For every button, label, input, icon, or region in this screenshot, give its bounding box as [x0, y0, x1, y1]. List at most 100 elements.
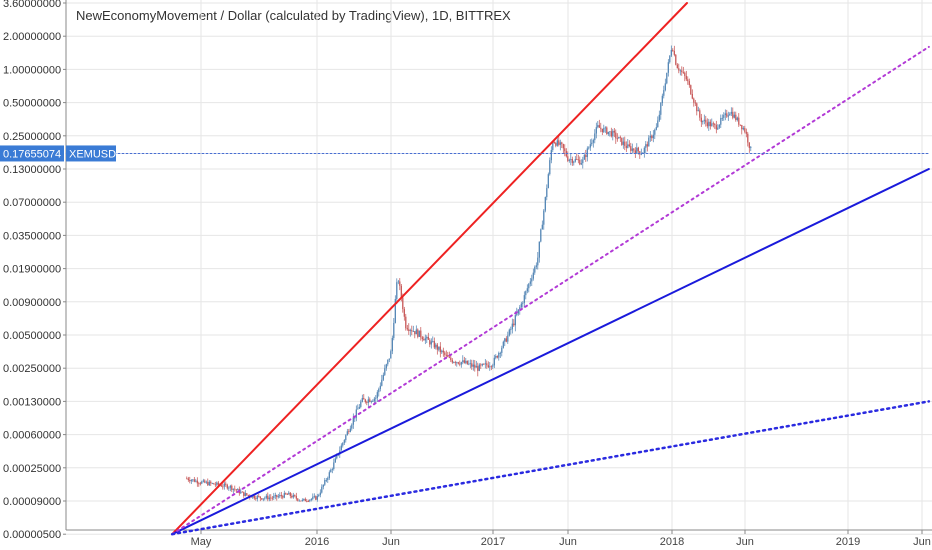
candle-body-258 — [573, 161, 575, 163]
candle-body-159 — [424, 338, 426, 341]
candle-body-235 — [538, 241, 540, 258]
chart-title: NewEconomyMovement / Dollar (calculated … — [76, 8, 511, 23]
candle-body-55 — [268, 497, 270, 500]
series-trendline-purple-dotted — [171, 45, 930, 536]
candle-body-326 — [675, 54, 677, 65]
candle-body-57 — [271, 497, 273, 499]
candle-body-354 — [717, 127, 719, 130]
candle-body-36 — [240, 491, 242, 494]
candle-body-141 — [397, 281, 399, 283]
candle-body-256 — [570, 158, 572, 160]
candle-body-268 — [588, 147, 590, 149]
candle-body-334 — [687, 79, 689, 82]
candle-body-361 — [727, 115, 729, 117]
candle-body-61 — [277, 496, 279, 498]
candle-body-67 — [286, 494, 288, 495]
candle-body-362 — [729, 113, 731, 116]
candle-body-176 — [450, 357, 452, 361]
candle-body-287 — [616, 138, 618, 140]
candle-body-285 — [613, 130, 615, 133]
candle-body-108 — [348, 431, 350, 433]
y-tick-label-6: 0.07000000 — [3, 197, 61, 209]
candle-body-220 — [516, 313, 518, 316]
price-label-box — [0, 145, 64, 162]
candle-body-1 — [187, 478, 189, 481]
candle-body-264 — [582, 159, 584, 164]
candle-body-346 — [705, 119, 707, 123]
y-tick-label-2: 1.00000000 — [3, 64, 61, 76]
candle-body-269 — [589, 144, 591, 148]
candle-body-240 — [546, 188, 548, 198]
candle-body-174 — [447, 355, 449, 357]
candle-body-349 — [709, 121, 711, 127]
candle-body-37 — [241, 491, 243, 493]
candle-body-290 — [621, 137, 623, 145]
candle-body-192 — [474, 364, 476, 368]
candle-body-34 — [237, 489, 239, 491]
candle-body-20 — [216, 482, 218, 485]
candle-body-350 — [711, 123, 713, 127]
candle-body-276 — [600, 127, 602, 129]
candle-body-127 — [376, 392, 378, 398]
candle-body-241 — [547, 174, 549, 189]
candle-body-170 — [441, 350, 443, 353]
candle-body-65 — [283, 493, 285, 498]
candle-body-140 — [396, 282, 398, 300]
candle-body-234 — [537, 257, 539, 266]
candle-body-294 — [627, 144, 629, 148]
candle-body-223 — [520, 303, 522, 308]
candle-body-77 — [301, 499, 303, 502]
candle-body-376 — [750, 146, 752, 148]
candle-body-182 — [459, 363, 461, 365]
candle-body-201 — [487, 365, 489, 368]
candle-body-11 — [202, 480, 204, 482]
candle-body-150 — [411, 330, 413, 332]
candle-body-368 — [738, 117, 740, 125]
x-tick-label-8: Jun — [913, 536, 931, 548]
candle-body-187 — [466, 360, 468, 365]
candle-body-104 — [342, 442, 344, 446]
candle-body-143 — [400, 285, 402, 298]
candle-body-214 — [507, 335, 509, 342]
candle-body-226 — [525, 291, 527, 296]
candle-body-189 — [469, 363, 471, 365]
candle-body-94 — [327, 477, 329, 480]
candle-body-138 — [393, 322, 395, 338]
candle-body-219 — [514, 315, 516, 326]
candle-body-246 — [555, 143, 557, 146]
candle-body-198 — [483, 363, 485, 365]
x-tick-label-3: 2017 — [481, 536, 505, 548]
y-tick-label-3: 0.50000000 — [3, 98, 61, 110]
candle-body-238 — [543, 210, 545, 225]
candle-body-110 — [351, 424, 353, 429]
candle-body-297 — [631, 148, 633, 151]
candle-body-125 — [373, 398, 375, 402]
candle-body-171 — [442, 350, 444, 353]
candle-body-128 — [378, 388, 380, 393]
candle-body-151 — [412, 331, 414, 332]
candle-body-319 — [664, 83, 666, 91]
candle-body-271 — [592, 140, 594, 143]
candle-body-309 — [649, 135, 651, 138]
candle-body-73 — [295, 496, 297, 499]
candle-body-191 — [472, 364, 474, 367]
candle-body-87 — [316, 495, 318, 500]
candle-body-32 — [234, 488, 236, 490]
candle-body-39 — [244, 493, 246, 496]
candle-body-328 — [678, 68, 680, 71]
candle-body-45 — [253, 495, 255, 499]
symbol-label-box — [66, 145, 116, 162]
candle-body-58 — [273, 496, 275, 498]
candle-body-341 — [697, 110, 699, 112]
price-label-value: 0.17655074 — [3, 148, 61, 160]
candle-body-64 — [282, 496, 284, 498]
candle-body-345 — [703, 119, 705, 121]
candle-body-316 — [660, 103, 662, 115]
candle-body-161 — [427, 336, 429, 340]
candle-body-149 — [409, 330, 411, 332]
candle-body-291 — [622, 141, 624, 145]
x-tick-label-1: 2016 — [305, 536, 329, 548]
candle-body-148 — [408, 329, 410, 332]
